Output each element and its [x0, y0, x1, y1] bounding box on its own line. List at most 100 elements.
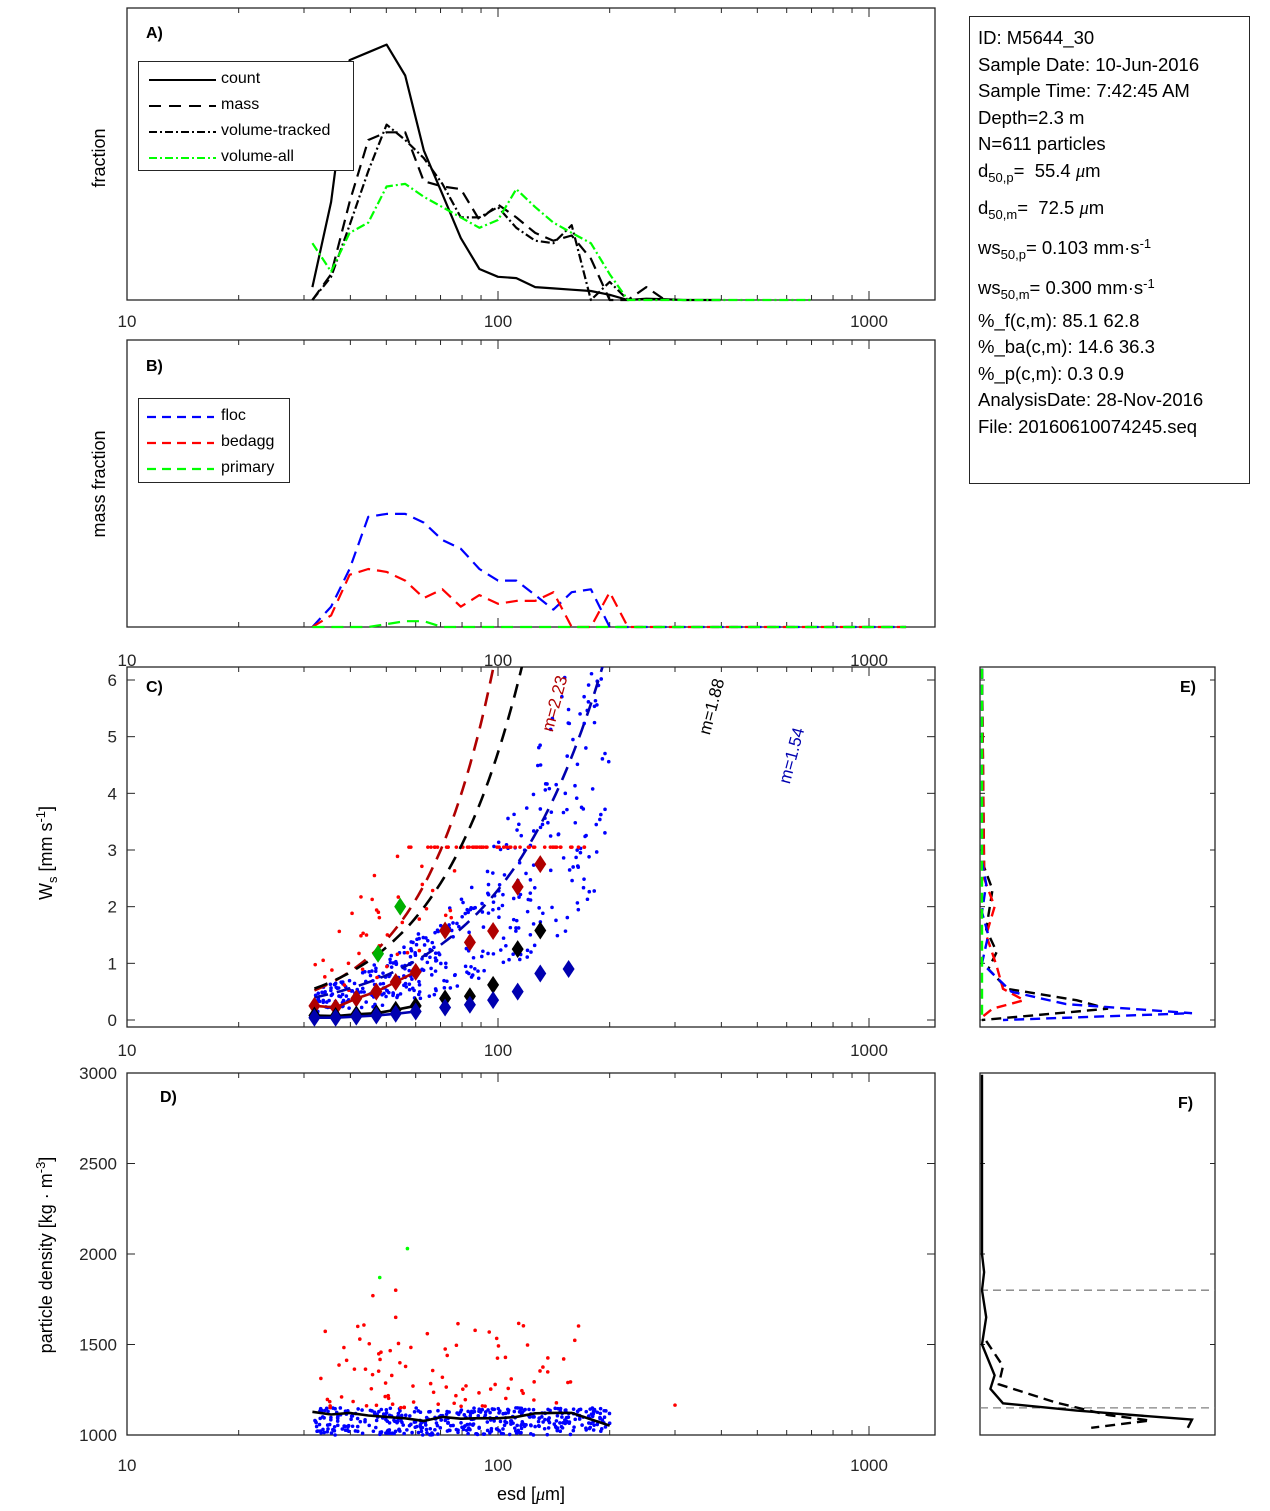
scatter-point-floc [587, 854, 591, 859]
scatter-point-floc [340, 1427, 345, 1431]
scatter-point-floc [344, 994, 349, 998]
scatter-point-floc [582, 694, 586, 699]
scatter-point-floc [360, 1408, 364, 1412]
panel-label-d: D) [160, 1089, 177, 1106]
scatter-point-floc [346, 1429, 351, 1434]
scatter-point-floc [455, 984, 460, 988]
scatter-point-floc [384, 1431, 388, 1435]
scatter-point-floc [322, 1430, 326, 1435]
scatter-point-floc [433, 987, 438, 991]
scatter-point-bedagg [501, 845, 506, 849]
scatter-point-floc [384, 1417, 388, 1422]
scatter-point-bedagg [532, 1380, 536, 1384]
scatter-point-floc [562, 675, 567, 680]
scatter-point-floc [603, 831, 607, 835]
scatter-point-floc [315, 1429, 319, 1434]
scatter-point-floc [446, 1421, 450, 1425]
scatter-point-bedagg [432, 845, 437, 849]
diamond-marker-floc mean [409, 1002, 422, 1021]
scatter-point-floc [433, 1427, 437, 1432]
scatter-point-floc [590, 1414, 595, 1419]
scatter-point-floc [433, 930, 437, 935]
scatter-point-floc [388, 960, 393, 965]
scatter-point-floc [561, 810, 566, 815]
scatter-point-floc [593, 698, 598, 703]
info-pct-bedagg: %_ba(c,m): 14.6 36.3 [978, 336, 1155, 357]
scatter-point-floc [386, 1431, 391, 1436]
scatter-point-floc [468, 1411, 473, 1416]
scatter-point-floc [460, 914, 464, 919]
scatter-point-bedagg [429, 845, 433, 849]
scatter-point-floc [584, 746, 588, 750]
scatter-point-bedagg [521, 1391, 525, 1396]
scatter-point-floc [481, 925, 486, 929]
scatter-point-bedagg [395, 854, 400, 859]
scatter-point-floc [372, 963, 377, 967]
info-file: File: 20160610074245.seq [978, 415, 1198, 437]
scatter-point-floc [591, 1409, 596, 1414]
scatter-point-floc [433, 956, 438, 960]
panel-label-c: C) [146, 679, 163, 696]
scatter-point-floc [424, 1427, 429, 1432]
scatter-point-floc [525, 948, 530, 953]
scatter-point-floc [554, 782, 558, 787]
scatter-point-bedagg [525, 1343, 530, 1347]
scatter-point-floc [387, 1421, 392, 1425]
scatter-point-floc [480, 1407, 485, 1412]
scatter-point-floc [579, 805, 584, 810]
axes-box-f [979, 1072, 1216, 1436]
scatter-point-bedagg [576, 845, 581, 849]
scatter-point-floc [416, 992, 421, 997]
scatter-point-floc [580, 662, 584, 666]
scatter-point-floc [498, 1409, 502, 1413]
scatter-point-floc [570, 878, 574, 883]
scatter-point-floc [595, 703, 599, 707]
scatter-point-floc [527, 1415, 532, 1419]
series-a-volume-tracked [311, 123, 629, 302]
scatter-point-floc [483, 1413, 488, 1417]
scatter-point-bedagg [545, 1370, 550, 1374]
scatter-point-floc [575, 901, 580, 905]
scatter-point-floc [347, 1006, 351, 1010]
scatter-point-bedagg [370, 897, 374, 902]
scatter-point-floc [368, 973, 373, 978]
scatter-point-floc [473, 966, 477, 971]
scatter-point-floc [412, 1410, 417, 1414]
diamond-marker-all mean [439, 989, 452, 1008]
scatter-point-floc [355, 1424, 360, 1429]
scatter-point-floc [373, 969, 378, 974]
scatter-point-primary [405, 1246, 410, 1251]
scatter-point-floc [332, 1425, 337, 1429]
scatter-point-floc [599, 812, 603, 817]
scatter-point-floc [420, 1433, 425, 1437]
scatter-point-floc [536, 1419, 541, 1424]
side-series-e-bedagg [980, 668, 1028, 1019]
scatter-point-bedagg [393, 1315, 398, 1320]
scatter-point-floc [525, 955, 530, 959]
scatter-point-floc [507, 957, 511, 962]
scatter-point-floc [405, 1428, 409, 1432]
scatter-point-floc [455, 921, 459, 926]
scatter-point-floc [575, 762, 580, 767]
scatter-point-floc [480, 954, 484, 959]
scatter-point-floc [421, 968, 426, 973]
scatter-point-floc [545, 1432, 550, 1437]
scatter-point-floc [451, 1423, 455, 1428]
series-b-bedagg [311, 567, 907, 629]
scatter-point-floc [571, 1428, 576, 1433]
scatter-point-bedagg [459, 1404, 463, 1409]
scatter-point-floc [387, 1428, 392, 1432]
scatter-point-floc [515, 828, 519, 832]
scatter-point-floc [491, 907, 495, 912]
scatter-point-floc [497, 915, 501, 919]
scatter-point-floc [427, 1410, 431, 1414]
scatter-point-floc [330, 992, 335, 996]
scatter-point-floc [558, 1429, 563, 1434]
scatter-point-floc [485, 869, 490, 874]
scatter-point-floc [335, 1419, 340, 1423]
scatter-point-floc [482, 968, 486, 973]
scatter-point-bedagg [446, 845, 450, 849]
scatter-point-floc [571, 865, 575, 869]
scatter-point-floc [439, 961, 443, 966]
scatter-point-floc [564, 1415, 569, 1420]
